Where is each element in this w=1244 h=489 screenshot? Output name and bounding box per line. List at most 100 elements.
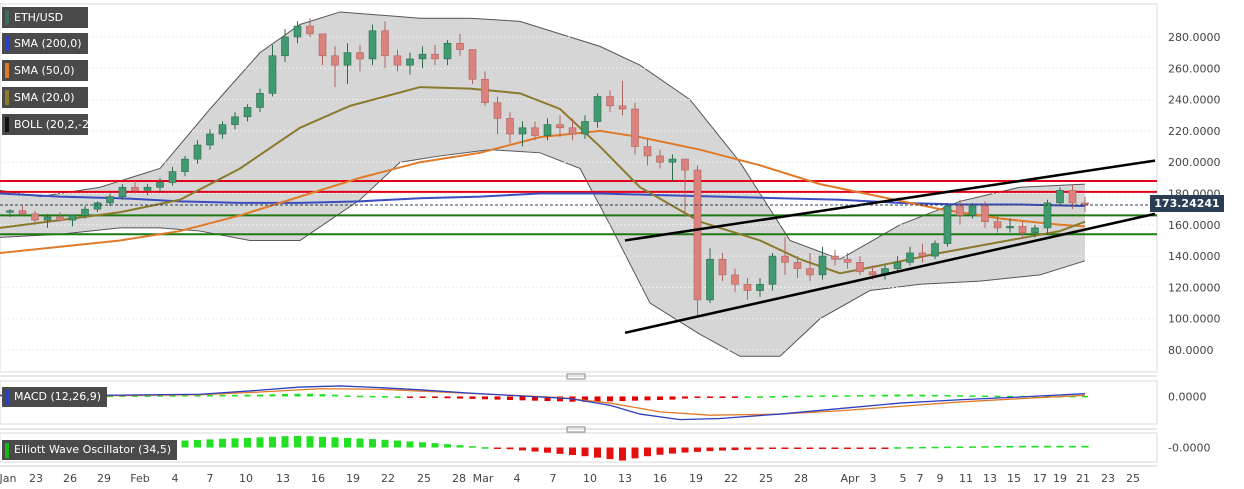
bollinger-lower-line [0, 149, 1086, 357]
macd-hist-bar [332, 394, 338, 397]
macd-hist-bar [607, 396, 613, 402]
y-tick-label: 200.0000 [1168, 156, 1221, 169]
x-tick-label: 5 [900, 472, 907, 485]
candle-body [943, 205, 952, 244]
candle-body [656, 155, 664, 163]
ewo-hist-bar [1044, 445, 1051, 448]
macd-hist-bar [182, 395, 188, 397]
candle-body [356, 52, 364, 60]
macd-hist-bar [544, 396, 551, 402]
legend-item-sma20[interactable]: SMA (20,0) [2, 87, 88, 108]
y-tick-label: 280.0000 [1168, 31, 1221, 44]
ewo-hist-bar [394, 440, 401, 448]
macd-hist-bar [294, 393, 301, 397]
x-tick-label: Feb [130, 472, 149, 485]
x-tick-label: Jan [0, 472, 17, 485]
candle-body [56, 216, 64, 221]
ewo-hist-bar [894, 447, 901, 449]
ewo-hist-bar [881, 447, 889, 449]
x-tick-label: 25 [417, 472, 431, 485]
y-tick-label: 160.0000 [1168, 219, 1221, 232]
candle-body [681, 158, 689, 171]
x-tick-label: 25 [1126, 472, 1140, 485]
candle-body [131, 186, 139, 191]
candle-body [281, 36, 289, 57]
macd-hist-bar [857, 395, 863, 397]
bollinger-upper-line [0, 11, 1086, 260]
ewo-hist-bar [494, 447, 501, 449]
ewo-hist-bar [269, 436, 276, 448]
candle-body [568, 127, 577, 135]
x-tick-label: Apr [840, 472, 860, 485]
candle-body [693, 169, 702, 301]
ewo-hist-bar [1019, 445, 1026, 448]
macd-hist-bar [382, 396, 388, 398]
ewo-hist-bar [606, 447, 614, 460]
candle-body [468, 49, 477, 80]
ewo-hist-bar [194, 439, 201, 448]
macd-hist-bar [807, 395, 813, 398]
ewo-hist-bar [681, 447, 689, 453]
macd-hist-bar [457, 396, 463, 399]
candle-body [406, 58, 414, 66]
legend-item-sma200[interactable]: SMA (200,0) [2, 33, 88, 54]
legend-swatch-icon [5, 443, 9, 458]
x-tick-label: 16 [653, 472, 667, 485]
candle-body [181, 158, 189, 172]
ewo-hist-bar [206, 439, 214, 448]
y-tick-label: 240.0000 [1168, 94, 1221, 107]
x-tick-label: 21 [1076, 472, 1090, 485]
ewo-panel-label[interactable]: Elliott Wave Oscillator (34,5) [2, 440, 178, 460]
ewo-hist-bar [981, 446, 989, 448]
macd-hist-bar [1007, 395, 1013, 398]
candle-body [831, 255, 839, 260]
ewo-hist-bar [244, 437, 251, 448]
ewo-hist-bar [331, 437, 339, 448]
macd-hist-bar [957, 395, 963, 397]
ewo-hist-bar [344, 437, 351, 448]
macd-hist-bar [394, 396, 401, 398]
candle-body [481, 78, 489, 104]
x-tick-label: 10 [239, 472, 253, 485]
macd-hist-bar [632, 396, 638, 401]
legend-item-boll[interactable]: BOLL (20,2,-2) [2, 114, 93, 135]
ewo-hist-bar [694, 447, 701, 452]
panel-resize-handle [566, 426, 586, 433]
macd-hist-bar [944, 395, 951, 397]
legend-swatch-icon [5, 90, 9, 105]
macd-hist-bar [919, 394, 926, 397]
y-tick-label: 260.0000 [1168, 62, 1221, 75]
x-tick-label: 10 [583, 472, 597, 485]
macd-hist-bar [519, 396, 526, 401]
ewo-hist-bar [719, 447, 726, 451]
macd-hist-bar [794, 395, 801, 398]
ewo-hist-bar [969, 446, 976, 448]
candle-body [506, 118, 514, 135]
legend-item-sma50[interactable]: SMA (50,0) [2, 60, 88, 81]
macd-hist-bar [419, 396, 426, 398]
macd-hist-bar [694, 396, 701, 398]
ewo-hist-bar [556, 447, 564, 454]
legend-swatch-icon [5, 390, 9, 405]
ewo-hist-bar [769, 447, 776, 449]
candle-body [1068, 190, 1077, 204]
ewo-hist-bar [919, 446, 926, 449]
ewo-hist-bar [794, 447, 801, 449]
macd-hist-bar [669, 396, 676, 400]
x-tick-label: 19 [1053, 472, 1067, 485]
x-tick-label: 22 [381, 472, 395, 485]
macd-panel-label[interactable]: MACD (12,26,9) [2, 387, 108, 407]
ewo-hist-bar [756, 447, 764, 450]
candle-body [993, 221, 1002, 229]
candle-body [606, 96, 614, 107]
legend-item-ethusd[interactable]: ETH/USD [2, 7, 88, 28]
x-tick-label: 28 [452, 472, 466, 485]
macd-hist-bar [682, 396, 688, 399]
macd-hist-bar [232, 394, 238, 397]
ewo-hist-bar [444, 444, 451, 448]
ewo-hist-bar [906, 447, 914, 449]
macd-hist-bar [882, 394, 888, 397]
macd-hist-bar [769, 396, 776, 398]
